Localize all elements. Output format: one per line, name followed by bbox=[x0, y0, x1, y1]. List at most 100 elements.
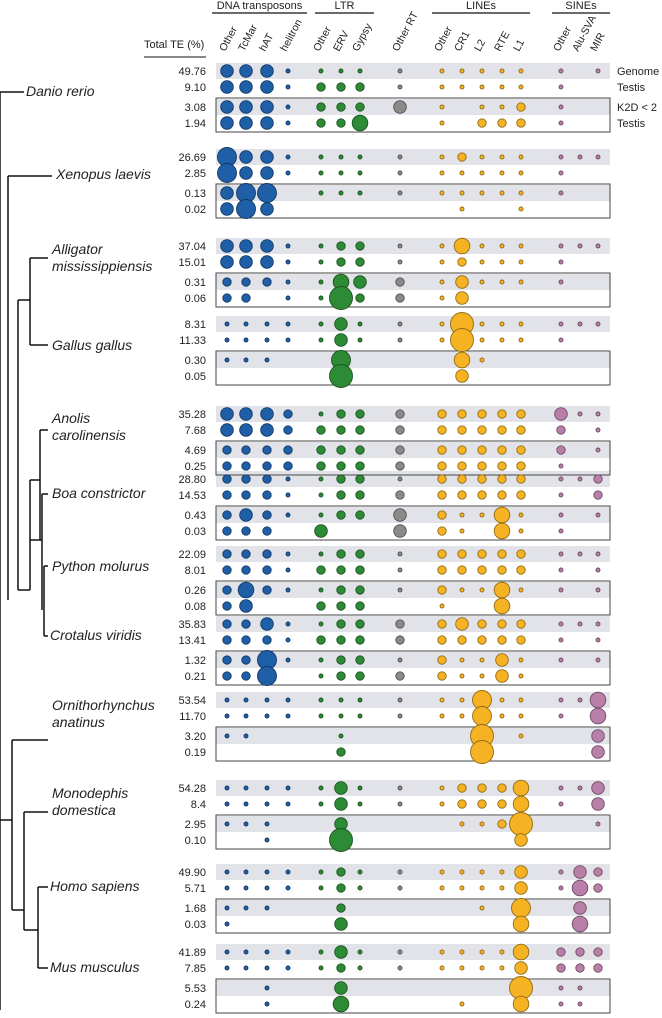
bubble bbox=[516, 490, 526, 500]
bubble bbox=[264, 965, 270, 971]
bubble bbox=[355, 461, 365, 471]
bubble bbox=[595, 321, 601, 327]
column-header: L1 bbox=[511, 37, 527, 53]
total-te-value: 0.31 bbox=[185, 277, 206, 289]
bubble bbox=[497, 425, 507, 435]
bubble bbox=[571, 879, 589, 897]
species-label: Monodephis bbox=[52, 785, 128, 801]
bubble bbox=[355, 510, 365, 520]
bubble bbox=[577, 785, 583, 791]
bubble bbox=[224, 337, 230, 343]
bubble bbox=[224, 801, 230, 807]
bubble bbox=[260, 202, 274, 216]
bubble bbox=[437, 585, 447, 595]
row-background bbox=[216, 507, 610, 523]
bubble bbox=[595, 243, 601, 249]
total-te-value: 2.95 bbox=[185, 819, 206, 831]
column-headers: Total TE (%) DNA transposons Other TcMarhA… bbox=[144, 0, 610, 58]
bubble bbox=[316, 118, 326, 128]
total-te-value: 41.89 bbox=[178, 947, 206, 959]
bubble bbox=[355, 82, 365, 92]
bubble bbox=[558, 170, 564, 176]
bubble bbox=[591, 729, 605, 743]
bubble bbox=[397, 243, 403, 249]
bubble bbox=[439, 801, 445, 807]
bubble bbox=[595, 621, 601, 627]
bubble bbox=[224, 965, 230, 971]
bubble bbox=[336, 118, 346, 128]
bubble bbox=[479, 357, 485, 363]
total-te-value: 1.94 bbox=[185, 118, 206, 130]
track-label: Testis bbox=[617, 82, 646, 94]
bubble bbox=[397, 965, 403, 971]
group-header: LTR bbox=[335, 0, 355, 12]
bubble bbox=[318, 68, 324, 74]
bubble bbox=[558, 104, 564, 110]
bubble bbox=[355, 474, 365, 484]
bubble bbox=[241, 655, 251, 665]
bubble bbox=[479, 321, 485, 327]
bubble bbox=[477, 549, 487, 559]
bubble bbox=[512, 943, 530, 961]
bubble bbox=[355, 549, 365, 559]
bubble bbox=[336, 903, 346, 913]
total-te-value: 35.83 bbox=[178, 619, 206, 631]
bubble bbox=[283, 461, 293, 471]
bubble bbox=[558, 801, 564, 807]
bubble bbox=[457, 445, 467, 455]
bubble bbox=[439, 949, 445, 955]
bubble bbox=[516, 619, 526, 629]
bubble bbox=[393, 524, 407, 538]
bubble bbox=[336, 461, 346, 471]
bubble bbox=[395, 293, 405, 303]
bubble bbox=[241, 635, 251, 645]
bubble bbox=[509, 812, 533, 836]
total-te-value: 5.53 bbox=[185, 983, 206, 995]
bubble bbox=[318, 869, 324, 875]
bubble bbox=[336, 635, 346, 645]
bubble bbox=[338, 733, 344, 739]
k2d-box bbox=[215, 350, 611, 386]
bubble bbox=[499, 259, 505, 265]
row-background bbox=[216, 652, 610, 668]
bubble bbox=[355, 619, 365, 629]
bubble bbox=[437, 635, 447, 645]
group-header: LINEs bbox=[466, 0, 496, 12]
bubble bbox=[222, 293, 232, 303]
bubble bbox=[395, 619, 405, 629]
bubble bbox=[499, 321, 505, 327]
bubble bbox=[397, 84, 403, 90]
bubble bbox=[457, 635, 467, 645]
bubble bbox=[493, 597, 511, 615]
bubble bbox=[357, 154, 363, 160]
bubble bbox=[470, 740, 494, 764]
bubble bbox=[264, 801, 270, 807]
bubble bbox=[459, 949, 465, 955]
bubble bbox=[479, 965, 485, 971]
bubble bbox=[241, 293, 251, 303]
bubble bbox=[285, 785, 291, 791]
bubble bbox=[497, 565, 507, 575]
bubble bbox=[499, 84, 505, 90]
bubble bbox=[558, 463, 564, 469]
bubble bbox=[595, 637, 601, 643]
bubble bbox=[457, 549, 467, 559]
total-te-value: 1.68 bbox=[185, 903, 206, 915]
bubble bbox=[222, 635, 232, 645]
bubble bbox=[262, 565, 272, 575]
bubble bbox=[316, 461, 326, 471]
species-label: carolinensis bbox=[52, 427, 126, 443]
bubble bbox=[457, 565, 467, 575]
k2d-box bbox=[215, 898, 611, 934]
bubble bbox=[222, 277, 232, 287]
track-labels: Genome Testis K2D < 2 Testis Danio rerio Xeno… bbox=[26, 66, 659, 975]
total-te-value: 53.54 bbox=[178, 695, 206, 707]
bubble bbox=[439, 84, 445, 90]
total-te-value: 0.43 bbox=[185, 510, 206, 522]
bubble bbox=[493, 522, 511, 540]
bubble bbox=[439, 243, 445, 249]
column-header: Gypsy bbox=[350, 21, 375, 54]
bubble bbox=[499, 337, 505, 343]
species-label: Danio rerio bbox=[26, 83, 95, 99]
bubble bbox=[558, 120, 564, 126]
